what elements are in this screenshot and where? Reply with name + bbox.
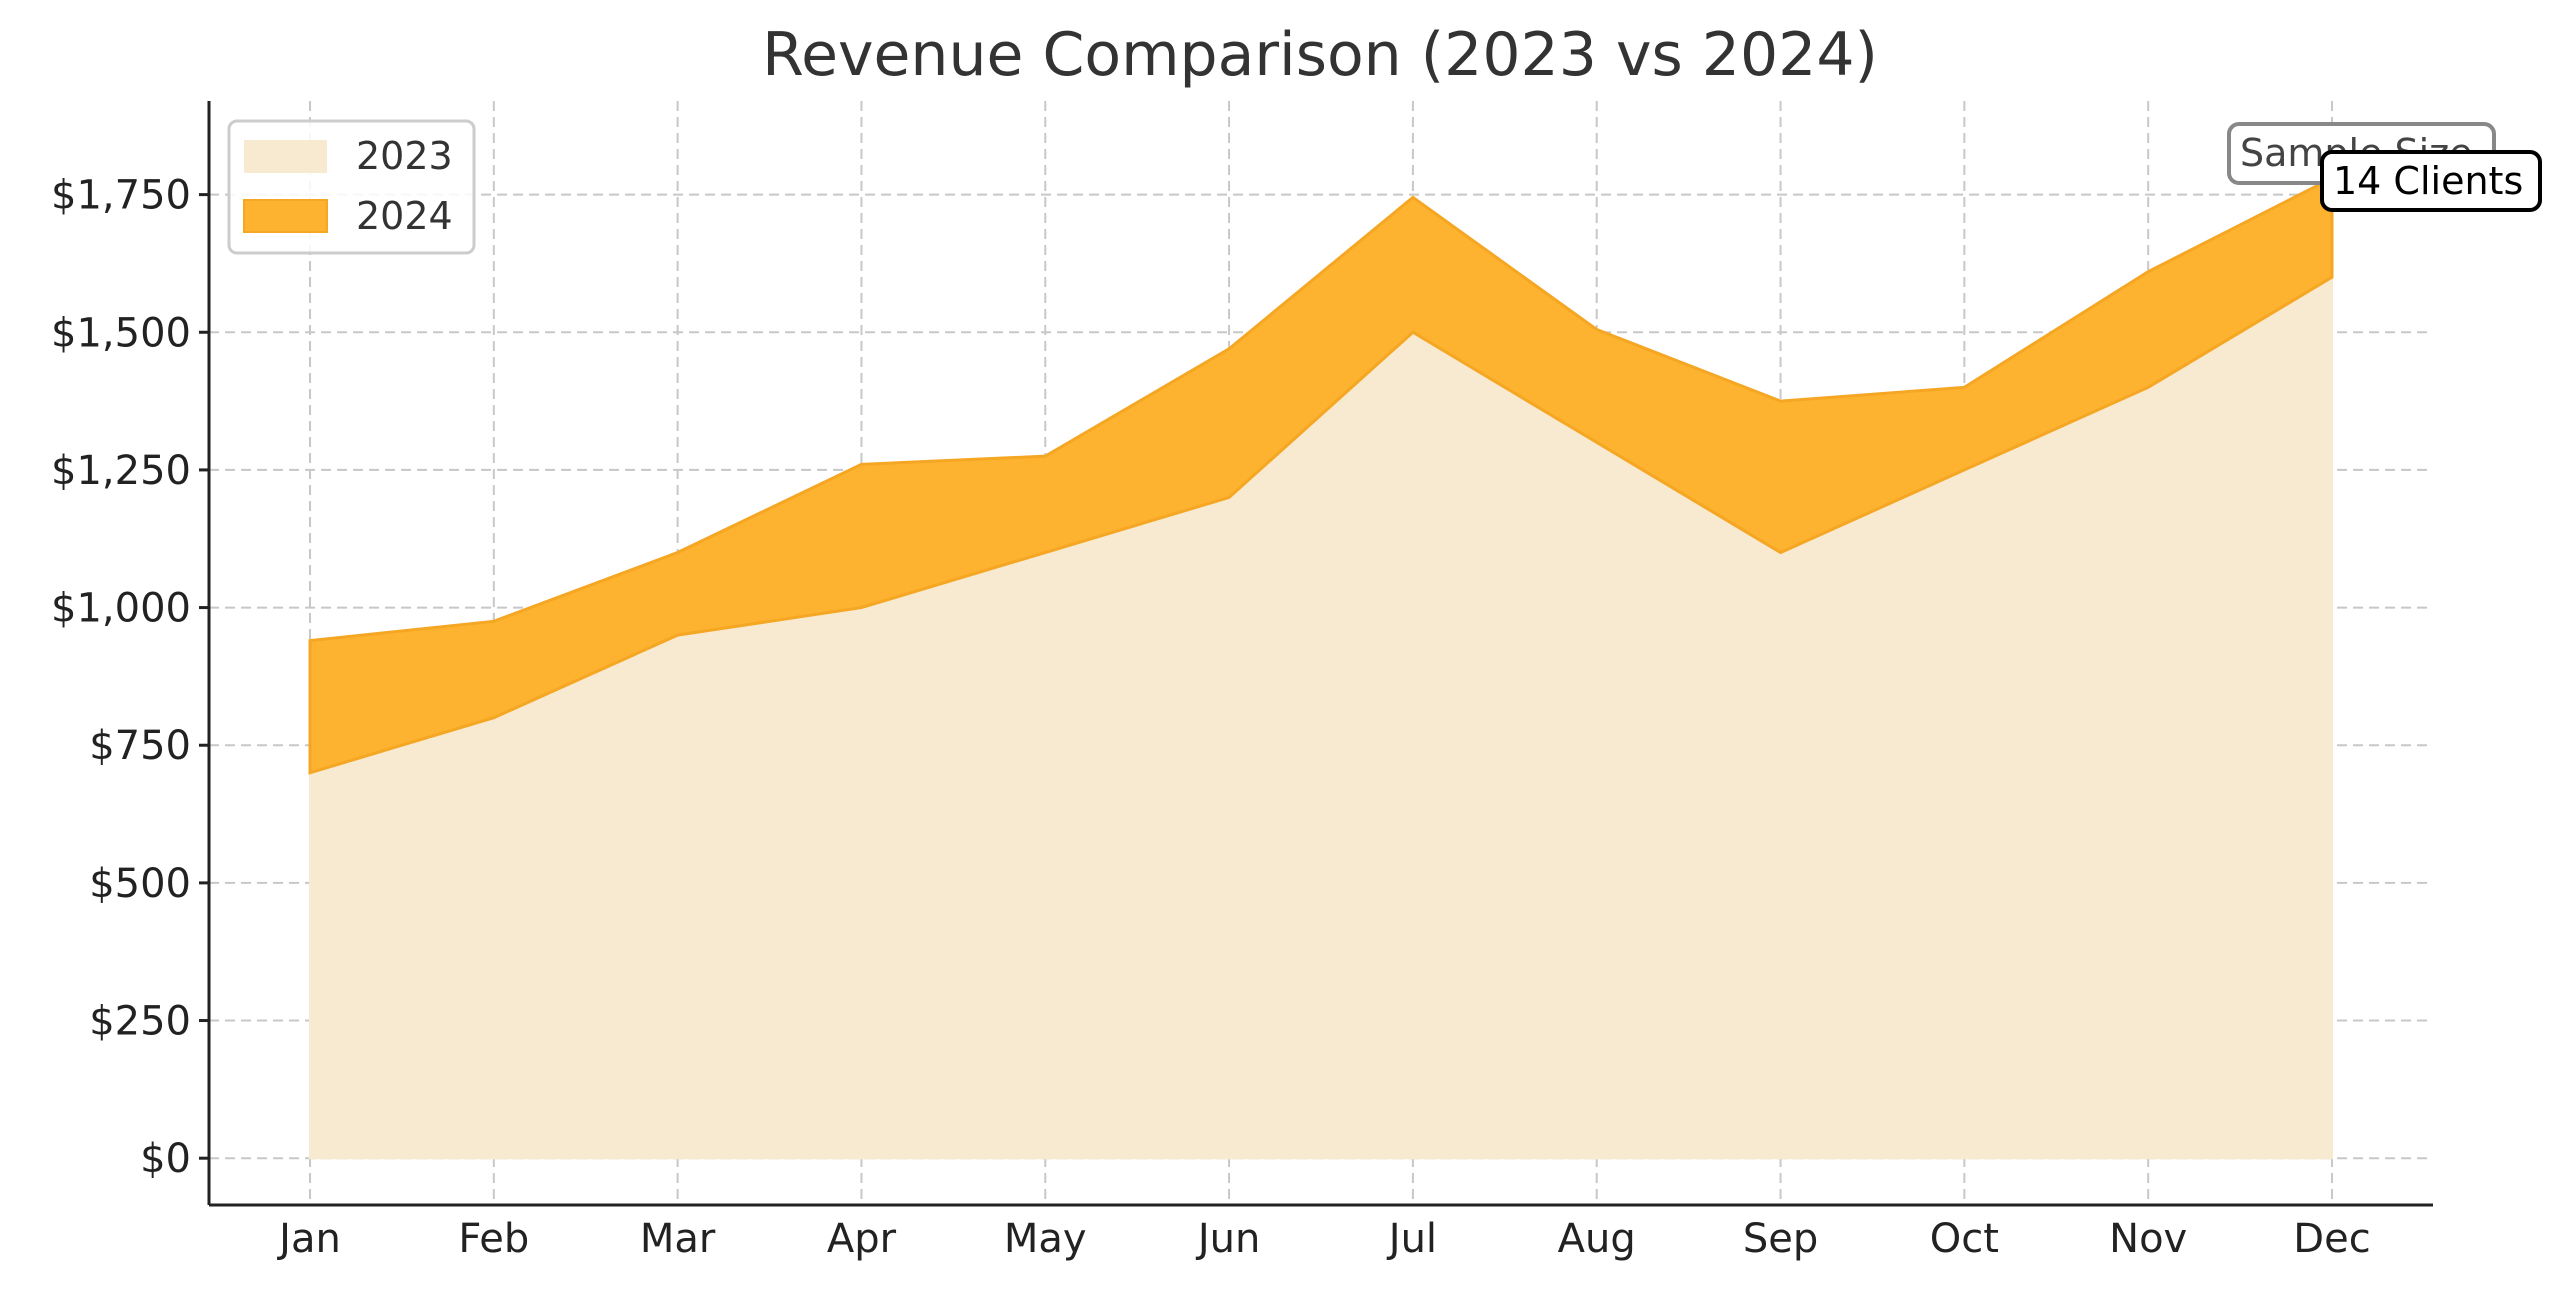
x-tick-label: Jul [1386, 1216, 1437, 1262]
tick-labels: Jan Feb Mar Apr May Jun Jul Aug Sep Oct Nov Dec $0 $2… [51, 173, 2371, 1262]
area-2024 [308, 175, 2334, 775]
x-tick-label: Nov [2109, 1216, 2187, 1262]
y-tick-label: $500 [89, 861, 191, 907]
areas [308, 175, 2334, 1160]
legend-label-2023: 2023 [356, 134, 453, 178]
x-tick-label: Oct [1930, 1216, 1999, 1262]
axes [199, 101, 2433, 1207]
x-tick-label: Mar [640, 1216, 716, 1262]
chart-title: Revenue Comparison (2023 vs 2024) [762, 20, 1878, 90]
x-tick-label: Dec [2293, 1216, 2370, 1262]
annotation-clients: 14 Clients [2320, 150, 2542, 212]
x-tick-label: Aug [1558, 1216, 1636, 1262]
y-tick-label: $1,750 [51, 173, 191, 219]
x-tick-label: Jan [276, 1216, 341, 1262]
legend: 2023 2024 [227, 119, 476, 255]
legend-label-2024: 2024 [356, 194, 453, 238]
x-tick-label: Sep [1743, 1216, 1818, 1262]
x-tick-label: Jun [1195, 1216, 1261, 1262]
y-tick-label: $250 [89, 999, 191, 1045]
x-tick-label: May [1004, 1216, 1087, 1262]
legend-swatch-2024 [243, 199, 328, 233]
legend-swatch-2023 [244, 140, 327, 173]
x-tick-label: Feb [458, 1216, 529, 1262]
y-tick-label: $1,500 [51, 310, 191, 356]
y-tick-label: $750 [89, 723, 191, 769]
y-tick-label: $1,000 [51, 586, 191, 632]
svg-text:14 Clients: 14 Clients [2333, 159, 2523, 203]
x-tick-label: Apr [827, 1216, 897, 1262]
y-tick-label: $1,250 [51, 448, 191, 494]
y-tick-label: $0 [140, 1136, 191, 1182]
